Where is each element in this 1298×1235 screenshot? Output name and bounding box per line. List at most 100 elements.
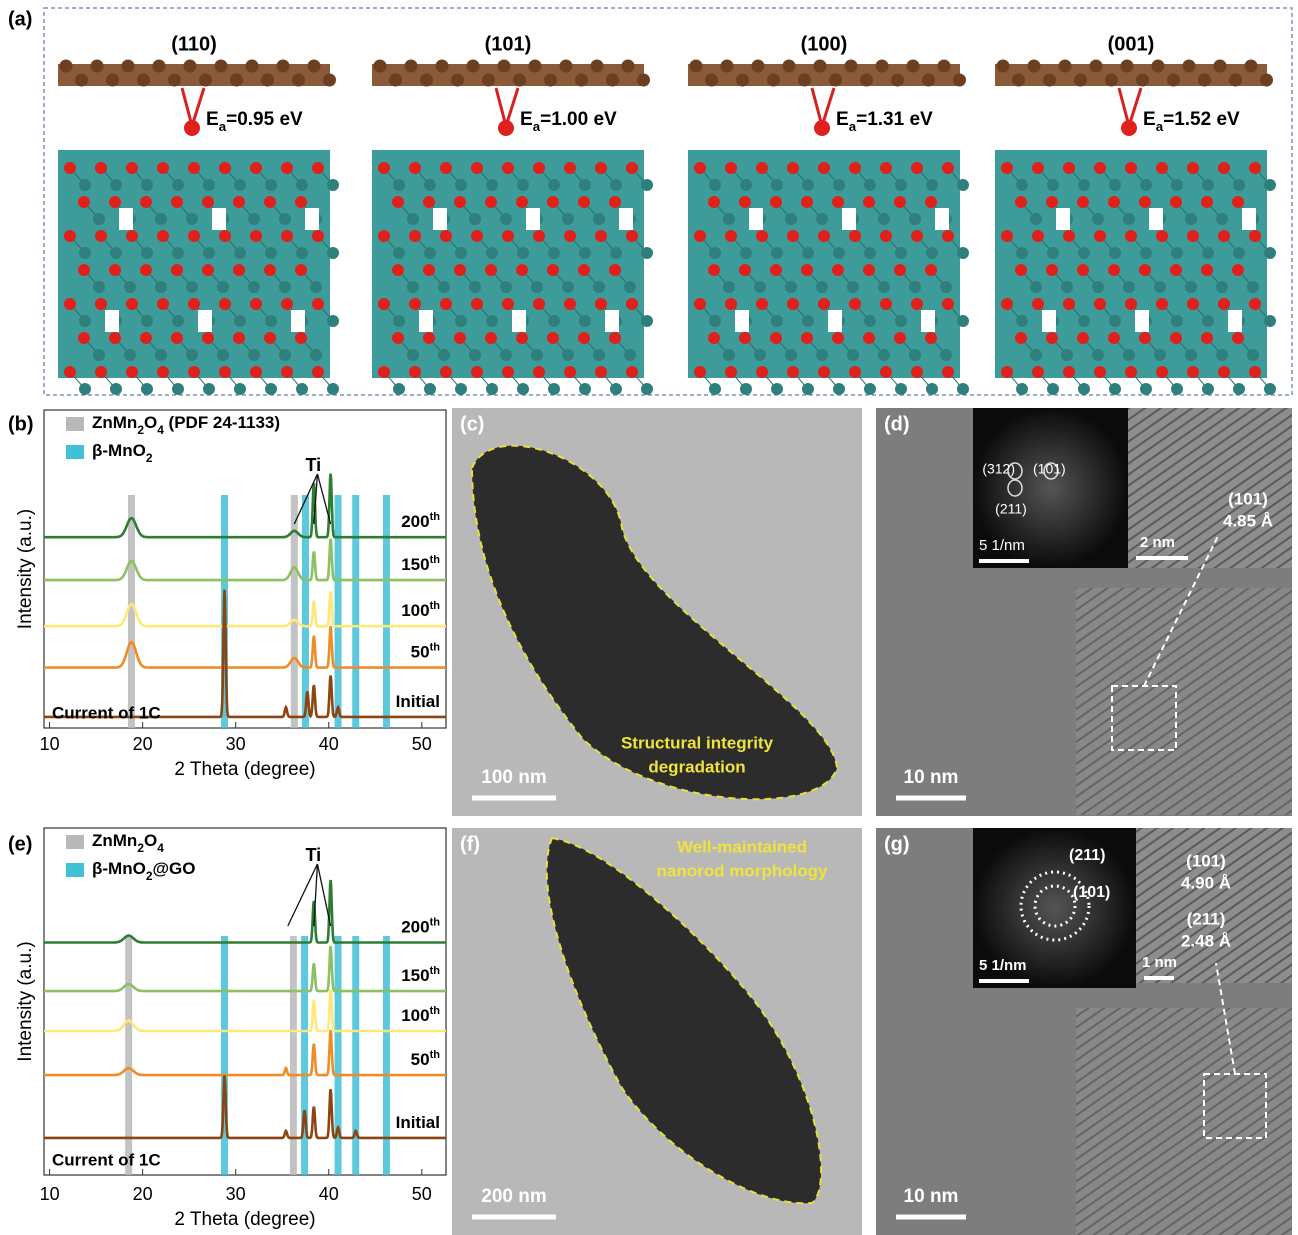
text-part: β-MnO (92, 859, 146, 878)
atom-c (1229, 74, 1242, 87)
atom-o (725, 230, 737, 242)
atom-o (378, 162, 390, 174)
atom-mn (641, 247, 653, 259)
atom-o (188, 298, 200, 310)
atom-mn (93, 281, 105, 293)
atom-mn (248, 281, 260, 293)
atom-o (409, 298, 421, 310)
void (749, 208, 763, 230)
ti-label: Ti (305, 845, 321, 865)
void (198, 310, 212, 332)
atom-o (911, 366, 923, 378)
atom-c (1136, 74, 1149, 87)
atom-o (1001, 366, 1013, 378)
atom-o (1218, 230, 1230, 242)
text-part: =1.00 eV (540, 109, 617, 130)
atom-o (516, 196, 528, 208)
atom-mn (562, 281, 574, 293)
atom-o (485, 264, 497, 276)
atom-mn (517, 383, 529, 395)
atom-o (739, 264, 751, 276)
atom-o (471, 230, 483, 242)
reference-line (352, 495, 359, 728)
atom-o (1201, 332, 1213, 344)
x-tick-label: 20 (133, 734, 153, 754)
atom-o (454, 332, 466, 344)
atom-o (1063, 298, 1075, 310)
atom-mn (771, 315, 783, 327)
atom-o (1015, 332, 1027, 344)
text-part: E (520, 109, 533, 130)
atom-o (312, 298, 324, 310)
atom-o (1108, 196, 1120, 208)
atom-c (876, 60, 889, 73)
atom-o (756, 298, 768, 310)
atom-mn (279, 281, 291, 293)
atom-mn (486, 315, 498, 327)
atom-mn (1171, 315, 1183, 327)
panel-label: (c) (460, 413, 484, 435)
text-part: th (430, 554, 441, 566)
atom-mn (327, 315, 339, 327)
atom-o (250, 230, 262, 242)
atom-mn (864, 247, 876, 259)
atom-mn (1140, 179, 1152, 191)
atom-o (281, 162, 293, 174)
atom-mn (296, 247, 308, 259)
atom-mn (1233, 179, 1245, 191)
atom-mn (93, 349, 105, 361)
atom-mn (1030, 213, 1042, 225)
atom-mn (234, 179, 246, 191)
text-part: 100 (401, 602, 429, 621)
atom-o (925, 332, 937, 344)
atom-mn (1016, 179, 1028, 191)
atom-c (997, 60, 1010, 73)
atom-mn (186, 213, 198, 225)
atom-o (140, 264, 152, 276)
atom-o (694, 298, 706, 310)
atom-mn (1016, 383, 1028, 395)
atom-mn (579, 179, 591, 191)
atom-o (801, 196, 813, 208)
panel-label: (b) (8, 413, 34, 435)
atom-mn (1109, 247, 1121, 259)
trace-label: Initial (396, 1113, 440, 1132)
atom-o (725, 162, 737, 174)
atom-mn (469, 349, 481, 361)
atom-o (1125, 298, 1137, 310)
atom-o (756, 366, 768, 378)
atom-o (880, 230, 892, 242)
atom-o (184, 120, 200, 136)
void (842, 208, 856, 230)
legend-swatch (66, 835, 84, 849)
lattice-spacing: 4.90 Å (1181, 873, 1231, 892)
atom-mn (1061, 281, 1073, 293)
atom-c (261, 74, 274, 87)
hr-scale: 2 nm (1140, 534, 1175, 551)
atom-c (544, 74, 557, 87)
atom-o (880, 162, 892, 174)
atom-c (91, 60, 104, 73)
atom-mn (486, 179, 498, 191)
text-part: 200 (401, 513, 429, 532)
atom-o (1046, 196, 1058, 208)
atom-o (1077, 264, 1089, 276)
x-tick-label: 30 (226, 734, 246, 754)
atom-o (202, 196, 214, 208)
x-axis-label: 2 Theta (degree) (174, 1209, 315, 1230)
atom-c (1214, 60, 1227, 73)
text-part: 4 (157, 841, 164, 855)
atom-o (423, 332, 435, 344)
fft-scale: 5 1/nm (979, 537, 1025, 554)
panel-label: (e) (8, 833, 32, 855)
atom-o (832, 196, 844, 208)
atom-mn (709, 315, 721, 327)
atom-o (312, 366, 324, 378)
atom-o (1001, 230, 1013, 242)
atom-c (215, 60, 228, 73)
text-part: 150 (401, 967, 429, 986)
atom-mn (531, 281, 543, 293)
atom-mn (579, 383, 591, 395)
atom-c (690, 60, 703, 73)
text-part: 50 (411, 1051, 430, 1070)
